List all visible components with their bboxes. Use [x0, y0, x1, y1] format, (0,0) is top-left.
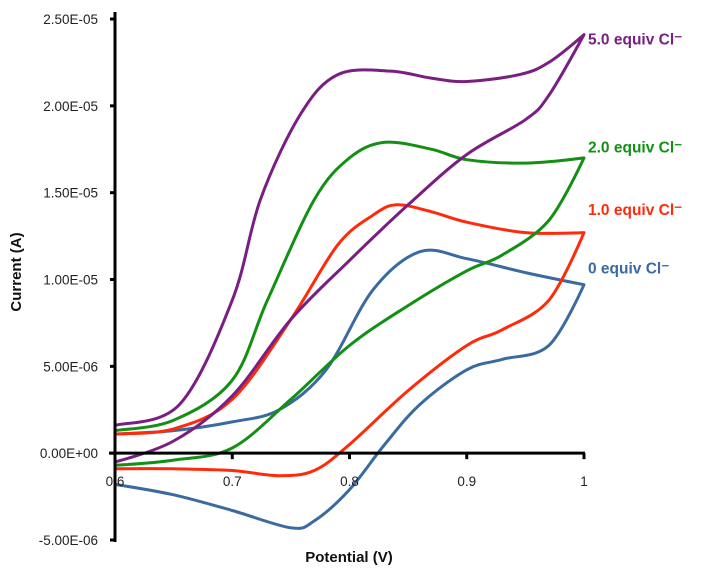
- y-tick-label: 5.00E-06: [43, 359, 98, 374]
- x-ticks: 0.6 0.7 0.8 0.9 1: [106, 453, 588, 489]
- series-line-0: [114, 248, 586, 530]
- series-label: 1.0 equiv Cl⁻: [588, 202, 682, 219]
- series-label: 0 equiv Cl⁻: [588, 261, 669, 278]
- series-layer: [114, 33, 586, 530]
- series-label: 2.0 equiv Cl⁻: [588, 139, 682, 156]
- x-tick-label: 0.9: [457, 474, 476, 489]
- y-tick-label: 1.50E-05: [43, 186, 98, 201]
- y-tick-label: 2.00E-05: [43, 99, 98, 114]
- y-ticks: -5.00E-06 0.00E+00 5.00E-06 1.00E-05 1.50E-0…: [39, 12, 115, 548]
- y-tick-label: 1.00E-05: [43, 273, 98, 288]
- x-tick-label: 0.7: [223, 474, 242, 489]
- series-label: 5.0 equiv Cl⁻: [588, 32, 682, 49]
- y-tick-label: 0.00E+00: [40, 446, 98, 461]
- series-line-3: [114, 33, 586, 464]
- x-tick-label: 0.6: [106, 474, 125, 489]
- series-labels: 0 equiv Cl⁻ 1.0 equiv Cl⁻ 2.0 equiv Cl⁻ 5.0…: [588, 32, 682, 278]
- x-axis-title: Potential (V): [305, 549, 393, 566]
- x-tick-label: 0.8: [340, 474, 359, 489]
- y-tick-label: -5.00E-06: [39, 533, 98, 548]
- y-axis-title: Current (A): [8, 232, 25, 311]
- x-tick-label: 1: [580, 474, 588, 489]
- series-line-2: [114, 140, 586, 467]
- y-tick-label: 2.50E-05: [43, 12, 98, 27]
